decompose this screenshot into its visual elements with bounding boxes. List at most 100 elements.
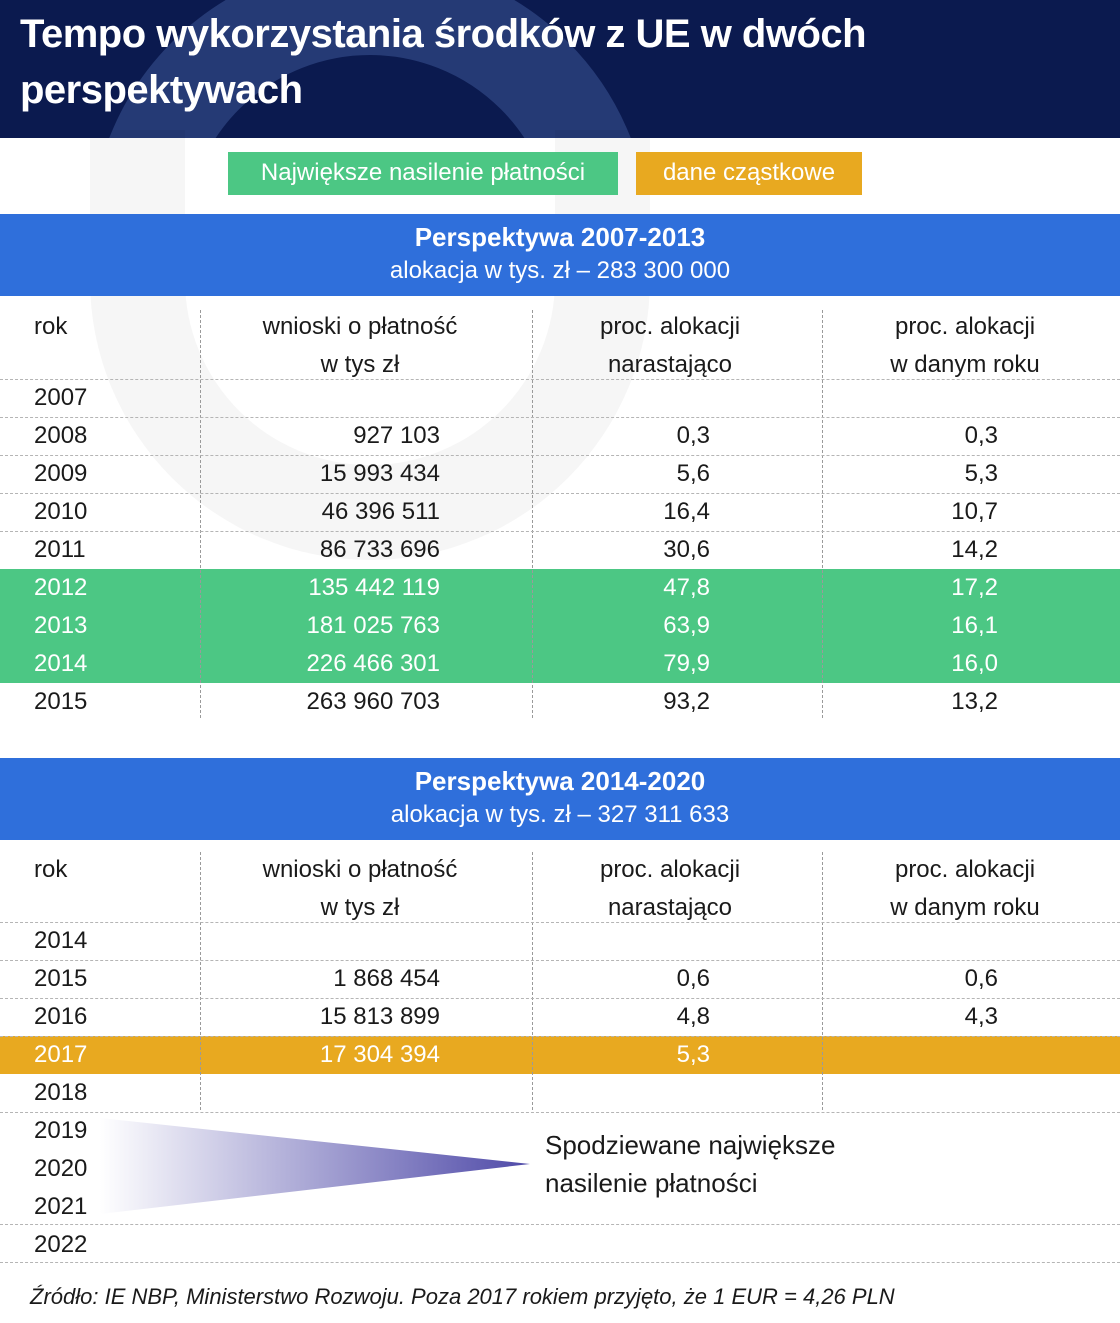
col-header-cumulative-line1: proc. alokacji xyxy=(599,313,741,340)
cell-cumulative: 30,6 xyxy=(663,536,710,563)
col-header-cumulative-line2: narastająco xyxy=(607,894,733,921)
col-header-cumulative: proc. alokacji narastająco xyxy=(510,308,830,384)
table-row: 2010 46 396 511 16,4 10,7 xyxy=(0,493,1120,531)
col-header-cumulative-line1: proc. alokacji xyxy=(599,856,741,883)
legend-green: Największe nasilenie płatności xyxy=(228,152,618,195)
cell-cumulative: 47,8 xyxy=(663,574,710,601)
cell-annual: 4,3 xyxy=(964,1003,998,1030)
table2-band: Perspektywa 2014-2020 alokacja w tys. zł… xyxy=(0,758,1120,840)
row-divider xyxy=(0,455,1120,456)
column-divider xyxy=(532,310,533,718)
cell-annual: 0,3 xyxy=(964,422,998,449)
cell-year: 2014 xyxy=(34,927,88,954)
cell-cumulative: 0,3 xyxy=(676,422,710,449)
column-divider xyxy=(822,852,823,1110)
cell-payments: 181 025 763 xyxy=(306,612,440,639)
table1-title: Perspektywa 2007-2013 xyxy=(414,222,706,252)
row-divider xyxy=(0,493,1120,494)
cell-year: 2018 xyxy=(34,1079,88,1106)
cell-annual: 16,1 xyxy=(951,612,998,639)
col-header-annual-line1: proc. alokacji xyxy=(894,856,1036,883)
col-header-payments-line2: w tys zł xyxy=(320,351,400,378)
cell-payments: 226 466 301 xyxy=(306,650,440,677)
cell-cumulative: 0,6 xyxy=(676,965,710,992)
header: Tempo wykorzystania środków z UE w dwóch… xyxy=(0,0,1120,138)
cell-payments: 46 396 511 xyxy=(321,498,440,525)
cell-cumulative: 5,3 xyxy=(676,1041,710,1068)
table2-subtitle: alokacja w tys. zł – 327 311 633 xyxy=(390,801,730,828)
cell-annual: 16,0 xyxy=(951,650,998,677)
col-header-payments-line2: w tys zł xyxy=(320,894,400,921)
cell-cumulative: 79,9 xyxy=(663,650,710,677)
expected-peak-arrow xyxy=(100,1118,530,1214)
cell-cumulative: 63,9 xyxy=(663,612,710,639)
col-header-payments-line1: wnioski o płatność xyxy=(262,856,458,883)
table-row: 2009 15 993 434 5,6 5,3 xyxy=(0,455,1120,493)
row-divider xyxy=(0,531,1120,532)
column-divider xyxy=(200,852,201,1110)
cell-annual: 5,3 xyxy=(964,460,998,487)
col-header-annual-line1: proc. alokacji xyxy=(894,313,1036,340)
legend-orange: dane cząstkowe xyxy=(636,152,862,195)
col-header-annual: proc. alokacji w danym roku xyxy=(805,308,1120,384)
table-row: 2020 xyxy=(0,1150,1120,1188)
cell-year: 2022 xyxy=(34,1231,88,1258)
table-row: 2018 xyxy=(0,1074,1120,1112)
row-divider xyxy=(0,960,1120,961)
table-row: 2019 xyxy=(0,1112,1120,1150)
cell-year: 2019 xyxy=(34,1117,88,1144)
cell-payments: 135 442 119 xyxy=(308,574,440,601)
cell-payments: 1 868 454 xyxy=(333,965,440,992)
col-header-annual: proc. alokacji w danym roku xyxy=(805,851,1120,927)
cell-payments: 927 103 xyxy=(353,422,440,449)
col-header-payments: wnioski o płatność w tys zł xyxy=(200,851,520,927)
table-row: 2022 xyxy=(0,1226,1120,1264)
table-row: 2014 xyxy=(0,922,1120,960)
cell-year: 2008 xyxy=(34,422,88,449)
cell-year: 2021 xyxy=(34,1193,88,1220)
row-divider xyxy=(0,1262,1120,1263)
cell-payments: 17 304 394 xyxy=(319,1041,440,1068)
table-row: 2017 17 304 394 5,3 xyxy=(0,1036,1120,1074)
table-row: 2016 15 813 899 4,8 4,3 xyxy=(0,998,1120,1036)
cell-cumulative: 93,2 xyxy=(663,688,710,715)
row-divider xyxy=(0,1112,1120,1113)
cell-cumulative: 16,4 xyxy=(663,498,710,525)
column-divider xyxy=(200,310,201,718)
col-header-annual-line2: w danym roku xyxy=(890,894,1040,921)
col-header-cumulative-line2: narastająco xyxy=(607,351,733,378)
table1-subtitle: alokacja w tys. zł – 283 300 000 xyxy=(389,257,731,284)
col-header-annual-line2: w danym roku xyxy=(890,351,1040,378)
source-note: Źródło: IE NBP, Ministerstwo Rozwoju. Po… xyxy=(30,1284,895,1309)
cell-year: 2013 xyxy=(34,612,88,639)
page-title: Tempo wykorzystania środków z UE w dwóch… xyxy=(20,12,867,112)
table-row: 2021 xyxy=(0,1188,1120,1226)
expected-peak-note: Spodziewane największe nasilenie płatnoś… xyxy=(545,1126,836,1202)
row-divider xyxy=(0,1036,1120,1037)
row-divider xyxy=(0,998,1120,999)
table2-title: Perspektywa 2014-2020 xyxy=(414,766,706,796)
cell-annual: 10,7 xyxy=(951,498,998,525)
col-header-payments-line1: wnioski o płatność xyxy=(262,313,458,340)
cell-year: 2011 xyxy=(34,536,86,563)
table-row: 2015 263 960 703 93,2 13,2 xyxy=(0,683,1120,721)
cell-year: 2010 xyxy=(34,498,88,525)
column-divider xyxy=(532,852,533,1110)
cell-year: 2012 xyxy=(34,574,88,601)
table-row: 2014 226 466 301 79,9 16,0 xyxy=(0,645,1120,683)
table-row: 2011 86 733 696 30,6 14,2 xyxy=(0,531,1120,569)
cell-payments: 86 733 696 xyxy=(319,536,440,563)
col-header-payments: wnioski o płatność w tys zł xyxy=(200,308,520,384)
table-row: 2015 1 868 454 0,6 0,6 xyxy=(0,960,1120,998)
table-row: 2013 181 025 763 63,9 16,1 xyxy=(0,607,1120,645)
cell-annual: 13,2 xyxy=(951,688,998,715)
row-divider xyxy=(0,1224,1120,1225)
col-header-year: rok xyxy=(34,856,68,883)
row-divider xyxy=(0,417,1120,418)
col-header-year: rok xyxy=(34,313,68,340)
cell-annual: 14,2 xyxy=(951,536,998,563)
cell-annual: 0,6 xyxy=(964,965,998,992)
row-divider xyxy=(0,922,1120,923)
cell-year: 2007 xyxy=(34,384,88,411)
cell-year: 2015 xyxy=(34,688,88,715)
